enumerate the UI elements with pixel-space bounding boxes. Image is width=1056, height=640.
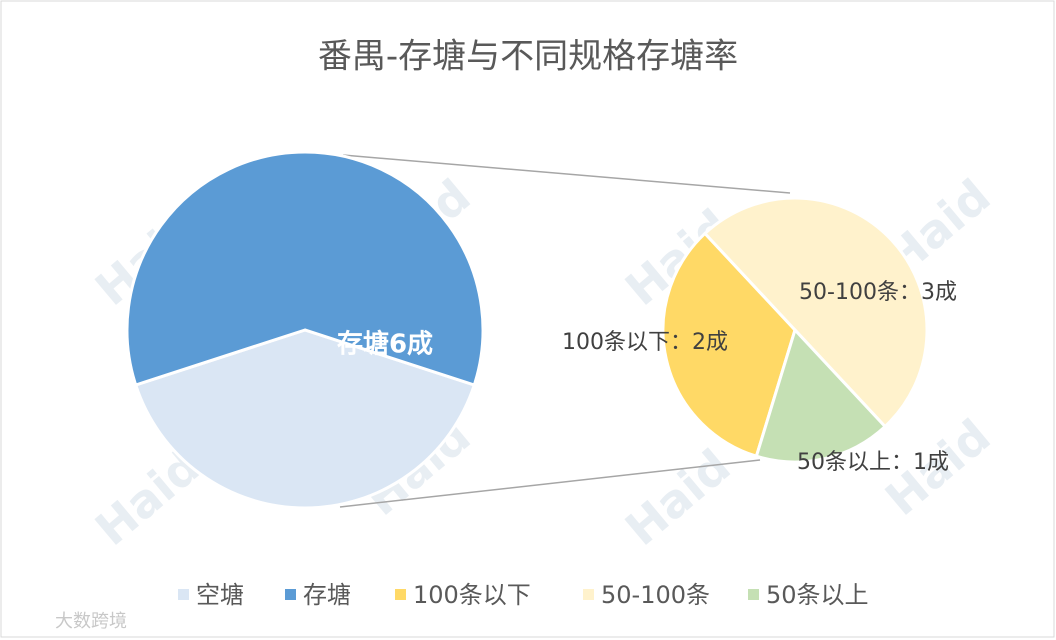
pie-slice — [661, 231, 797, 459]
legend-label: 50条以上 — [766, 581, 869, 609]
connector-line — [339, 459, 761, 508]
pie-slice — [125, 150, 485, 387]
legend-label: 空塘 — [196, 581, 244, 609]
legend-marker — [178, 589, 189, 600]
data-label: 50-100条：3成 — [799, 280, 957, 305]
pie-slice — [754, 327, 888, 464]
legend-label: 100条以下 — [413, 581, 531, 609]
legend-marker — [748, 589, 759, 600]
data-label: 存塘6成 — [337, 329, 433, 360]
legend-marker — [285, 589, 296, 600]
legend-label: 50-100条 — [601, 581, 710, 609]
pie-slice — [702, 196, 929, 429]
connector-line — [342, 154, 791, 194]
chart-title: 番禺-存塘与不同规格存塘率 — [318, 37, 738, 77]
pie-slice — [133, 328, 477, 510]
legend-label: 存塘 — [303, 581, 351, 609]
data-label: 50条以上：1成 — [797, 450, 949, 475]
legend-marker — [583, 589, 594, 600]
watermark: 大数跨境 — [55, 611, 127, 632]
data-label: 100条以下：2成 — [562, 330, 728, 355]
legend-marker — [395, 589, 406, 600]
